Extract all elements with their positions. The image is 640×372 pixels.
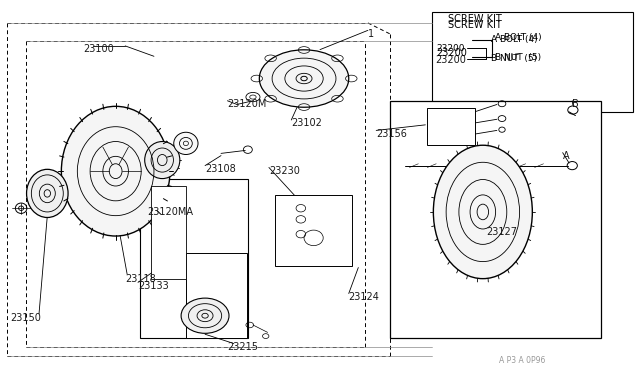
Ellipse shape [26, 169, 68, 218]
Bar [140, 179, 248, 338]
Text: 23120MA: 23120MA [148, 207, 193, 217]
Ellipse shape [433, 145, 532, 279]
Text: SCREW KIT: SCREW KIT [448, 20, 502, 30]
Text: 23120M: 23120M [227, 99, 267, 109]
Text: 23200: 23200 [436, 48, 467, 58]
Bar [151, 186, 186, 279]
Text: 23102: 23102 [291, 118, 322, 128]
Text: 23200: 23200 [435, 55, 466, 65]
Text: A P3 A 0P96: A P3 A 0P96 [499, 356, 545, 365]
Bar [275, 195, 352, 266]
Text: 23100: 23100 [84, 44, 115, 54]
Text: B: B [572, 99, 579, 109]
Text: 23215: 23215 [227, 342, 259, 352]
Text: 23108: 23108 [205, 164, 236, 174]
Text: 23127: 23127 [486, 227, 517, 237]
Text: A BOLT (4): A BOLT (4) [495, 33, 541, 42]
Ellipse shape [61, 106, 170, 236]
Text: 23200: 23200 [436, 44, 465, 52]
Ellipse shape [259, 50, 349, 107]
Bar [186, 253, 246, 338]
Bar [390, 101, 601, 338]
Ellipse shape [173, 132, 198, 154]
Text: B NUT  (5): B NUT (5) [495, 52, 541, 61]
Text: A BOLT (4): A BOLT (4) [491, 35, 538, 44]
Text: 1: 1 [368, 29, 374, 39]
Bar [427, 108, 474, 145]
Text: 23118: 23118 [125, 274, 156, 284]
Text: 23150: 23150 [10, 312, 41, 323]
Text: SCREW KIT: SCREW KIT [448, 14, 502, 24]
Text: A: A [563, 151, 570, 161]
Text: 23124: 23124 [349, 292, 380, 302]
Text: 23133: 23133 [138, 281, 169, 291]
Ellipse shape [145, 141, 180, 179]
Text: 23156: 23156 [376, 129, 407, 139]
Ellipse shape [181, 298, 229, 333]
Text: 23230: 23230 [269, 166, 300, 176]
Text: B NUT  (5): B NUT (5) [491, 54, 537, 62]
Bar [432, 12, 633, 112]
